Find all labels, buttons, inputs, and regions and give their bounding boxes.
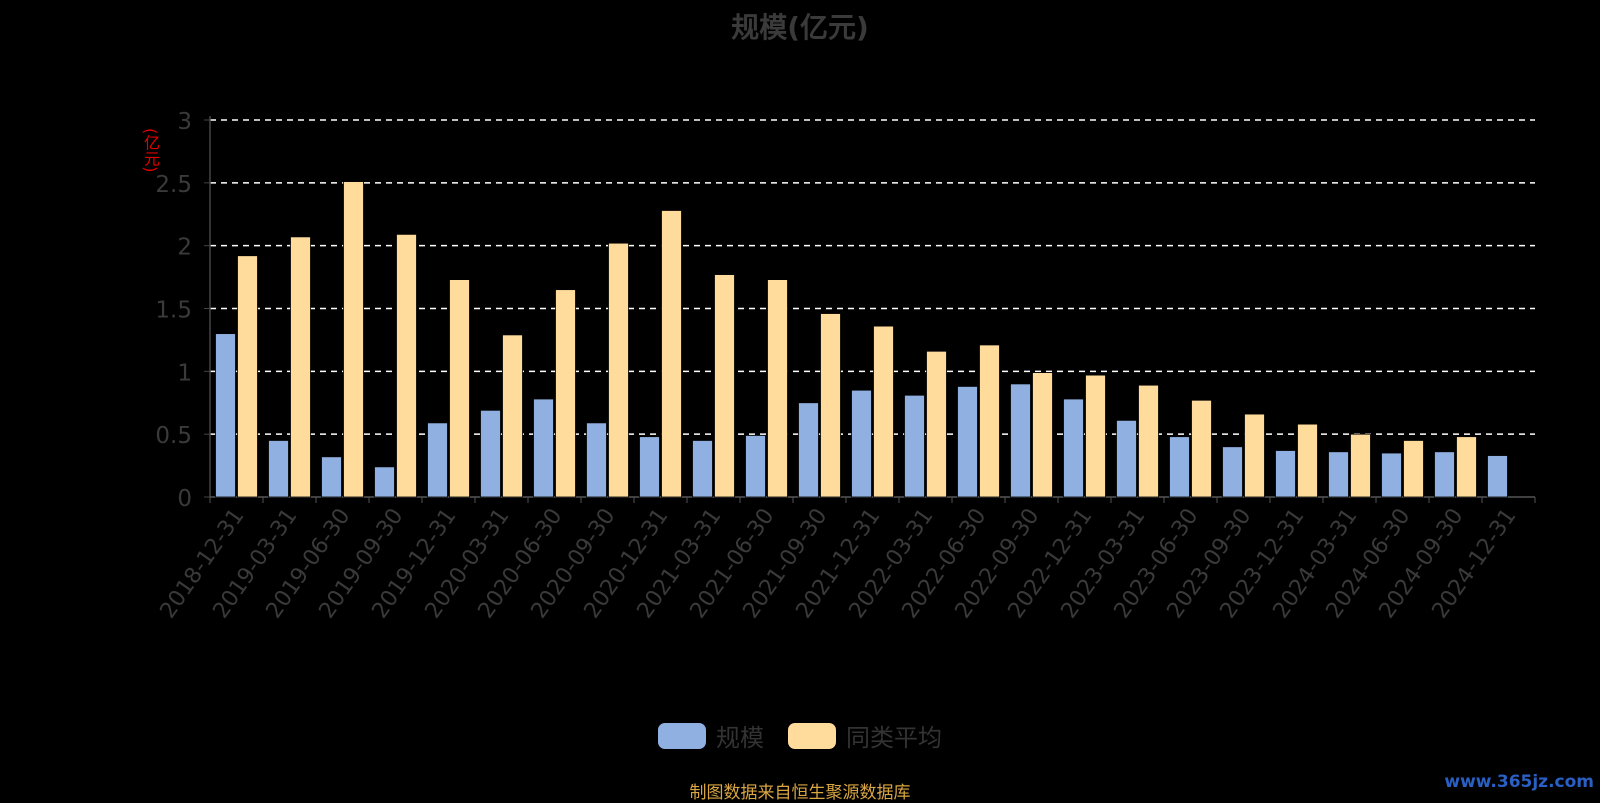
bar-scale [1222, 446, 1243, 498]
y-tick-label: 0.5 [155, 423, 192, 449]
bar-scale [1381, 452, 1402, 498]
bar-average [1032, 372, 1053, 498]
data-source-note: 制图数据来自恒生聚源数据库 [689, 783, 911, 803]
bar-scale [215, 333, 236, 498]
bar-average [1456, 436, 1477, 498]
bar-average [1350, 433, 1371, 498]
bar-average [1085, 374, 1106, 498]
watermark: www.365jz.com [1444, 772, 1594, 792]
bar-scale [904, 394, 925, 498]
y-tick-label: 1 [177, 360, 192, 386]
bar-scale [1063, 398, 1084, 498]
bar-scale [745, 435, 766, 498]
bar-average [661, 210, 682, 498]
legend-item-average[interactable]: 同类平均 [788, 718, 942, 753]
bar-scale [321, 456, 342, 498]
y-tick-label: 0 [177, 486, 192, 512]
y-tick-label: 2 [177, 235, 192, 261]
legend-item-scale[interactable]: 规模 [658, 718, 764, 753]
bar-average [1403, 440, 1424, 498]
bar-scale [639, 436, 660, 498]
bar-average [1191, 399, 1212, 498]
bar-average [873, 325, 894, 498]
y-tick-label: 1.5 [155, 298, 192, 324]
bar-scale [427, 422, 448, 498]
legend-swatch-scale [658, 722, 706, 749]
bar-scale [798, 402, 819, 498]
bar-scale [1169, 436, 1190, 498]
bar-scale [1275, 450, 1296, 498]
bar-scale [480, 409, 501, 498]
bar-scale [1328, 451, 1349, 498]
bar-scale [533, 398, 554, 498]
bar-average [1297, 423, 1318, 498]
bar-scale [268, 440, 289, 498]
bar-average [979, 344, 1000, 498]
bar-scale [1487, 455, 1508, 498]
bar-scale [586, 422, 607, 498]
y-tick-label: 3 [177, 109, 192, 135]
legend-label-scale: 规模 [716, 724, 764, 752]
bar-scale [851, 389, 872, 498]
legend-swatch-average [788, 722, 836, 749]
bar-average [1244, 413, 1265, 498]
bar-scale [1434, 451, 1455, 498]
bar-scale [1116, 419, 1137, 498]
bar-scale [374, 466, 395, 498]
bar-scale [692, 440, 713, 498]
bar-average [237, 255, 258, 498]
bar-average [290, 236, 311, 498]
bar-scale [957, 386, 978, 498]
bar-average [714, 274, 735, 498]
y-tick-label: 2.5 [155, 172, 192, 198]
bar-average [502, 334, 523, 498]
bar-average [343, 181, 364, 498]
bar-average [608, 242, 629, 498]
bar-average [926, 350, 947, 498]
bar-average [1138, 384, 1159, 498]
legend-label-average: 同类平均 [846, 724, 942, 752]
legend: 规模 同类平均 [0, 718, 1600, 753]
bar-average [767, 279, 788, 498]
y-axis-label: (亿元) [141, 127, 160, 173]
bar-average [449, 279, 470, 498]
bar-average [396, 233, 417, 498]
bar-average [820, 313, 841, 498]
bar-scale [1010, 383, 1031, 498]
bar-average [555, 289, 576, 498]
chart-title: 规模(亿元) [731, 11, 869, 44]
